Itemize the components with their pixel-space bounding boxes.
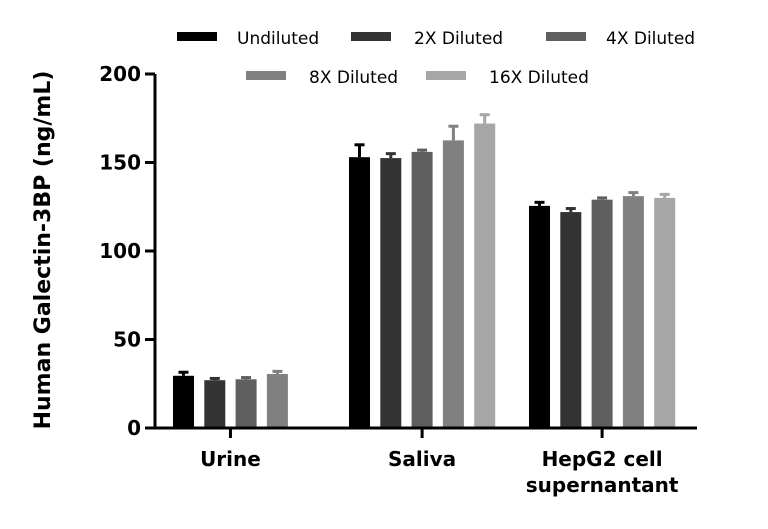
legend-swatch [426,71,466,80]
bar [349,157,370,428]
legend-item: Undiluted [177,29,319,49]
x-category-label: HepG2 cell [542,447,663,471]
bar [266,374,288,428]
legend-swatch [246,71,286,80]
legend-label: 16X Diluted [489,68,589,88]
bar [591,199,613,428]
bar [474,123,496,428]
y-tick-label: 50 [113,328,141,352]
legend-label: 2X Diluted [414,29,503,49]
legend-item: 2X Diluted [351,29,503,49]
y-tick-label: 200 [99,62,141,86]
y-tick-label: 150 [99,151,141,175]
bar [411,151,433,428]
legend-swatch [351,32,391,41]
legend-swatch [177,32,217,41]
bars [173,113,676,428]
legend-label: Undiluted [237,29,319,49]
legend-label: 8X Diluted [309,68,398,88]
bar [622,196,644,428]
bar [204,380,226,428]
y-tick-label: 0 [127,416,141,440]
bar [173,375,194,428]
bar [235,379,257,428]
y-tick-label: 100 [99,239,141,263]
bar [529,205,550,428]
bar [654,197,676,428]
legend-item: 4X Diluted [546,29,695,49]
legend: Undiluted 2X Diluted 4X Diluted 8X Diluted 1… [177,29,695,88]
x-category-label: supernantant [526,473,679,497]
legend-label: 4X Diluted [606,29,695,49]
x-category-label: Saliva [388,447,456,471]
bar [560,212,582,428]
y-axis-label: Human Galectin-3BP (ng/mL) [31,71,56,430]
legend-item: 8X Diluted [246,68,398,88]
bar [380,158,402,428]
legend-item: 16X Diluted [426,68,589,88]
bar [442,140,464,428]
x-category-label: Urine [200,447,261,471]
axes: 0 50 100 150 200 Urine Saliva HepG2 cellsuperna… [99,62,697,497]
legend-swatch [546,32,586,41]
